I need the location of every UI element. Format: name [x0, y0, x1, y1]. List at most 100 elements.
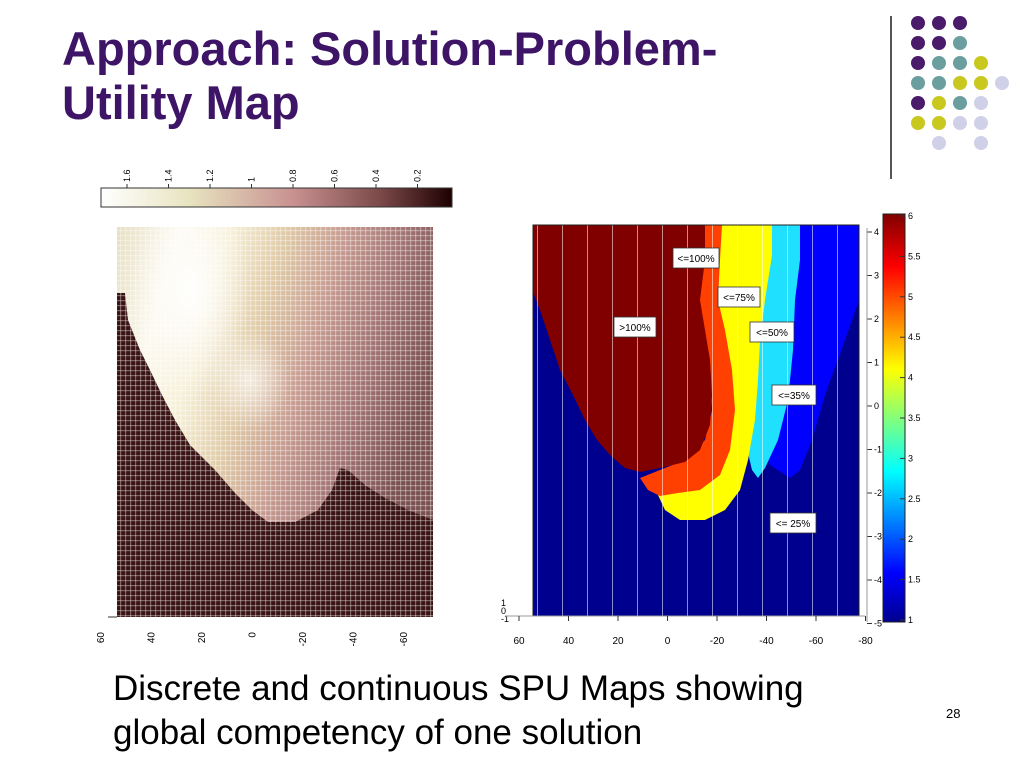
decorative-dot: [911, 76, 925, 90]
grid-lines: [533, 225, 859, 616]
x-tick-label: -40: [759, 636, 774, 647]
y-tick-label: 0: [501, 606, 506, 616]
left-colorbar: [100, 187, 453, 208]
colorbar-tick-label: 3.5: [908, 413, 921, 423]
x-tick-label: 40: [563, 636, 575, 647]
decorative-dot: [911, 16, 925, 30]
left-x-tick-labels: 60 40 20 0 -20 -40 -60: [96, 632, 410, 647]
colorbar-tick-label: 0.8: [288, 169, 298, 182]
decorative-dot: [911, 96, 925, 110]
decorative-dot: [932, 56, 946, 70]
colorbar-tick-label: 0.2: [413, 169, 423, 182]
decorative-dot: [932, 96, 946, 110]
y-tick-label: -5: [874, 619, 882, 629]
decorative-dot: [911, 56, 925, 70]
region-label: <=50%: [756, 328, 788, 339]
y-tick-label: 1: [501, 598, 506, 608]
y-tick-label: -4: [874, 575, 882, 585]
y-tick-label: 3: [874, 271, 879, 281]
colorbar-tick-label: 1.6: [122, 169, 132, 182]
region-label: <=100%: [677, 254, 714, 265]
x-tick-label: -20: [298, 632, 309, 647]
right-colorbar-ticks: 6 5.5 5 4.5 4 3.5 3 2.5 2 1.5 1: [900, 211, 921, 625]
decorative-dot: [932, 116, 946, 130]
page-number: 28: [946, 706, 961, 721]
decorative-dot: [974, 136, 988, 150]
colorbar-tick-label: 0.6: [330, 169, 340, 182]
y-tick-label: 0: [874, 401, 879, 411]
x-tick-label: 60: [96, 632, 107, 644]
colorbar-tick-label: 1: [247, 177, 257, 182]
slide-title: Approach: Solution-Problem- Utility Map: [62, 22, 862, 130]
discrete-spu-map: >100% <=100% <=75% <=50% <=35% <= 25% 6 5.5 5 4.…: [501, 211, 921, 647]
colorbar-tick-label: 1: [908, 615, 913, 625]
region-label: <=75%: [723, 293, 755, 304]
slide-caption: Discrete and continuous SPU Maps showing…: [113, 667, 913, 755]
x-tick-label: 60: [513, 636, 525, 647]
spu-maps-figure: 1.6 1.4 1.2 1 0.8 0.6 0.4 0.2 60 40 20 0 -20 -40 -60 …: [96, 169, 921, 647]
decorative-dot: [953, 96, 967, 110]
y-tick-label: -3: [874, 532, 882, 542]
decorative-dot: [995, 76, 1009, 90]
y-tick-label: 2: [874, 314, 879, 324]
slide-title-line-2: Utility Map: [62, 76, 300, 129]
decorative-dot: [974, 116, 988, 130]
colorbar-tick-label: 4.5: [908, 332, 921, 342]
colorbar-tick-label: 1.5: [908, 575, 921, 585]
region-labels: >100% <=100% <=75% <=50% <=35% <= 25%: [613, 247, 817, 534]
x-tick-label: -80: [858, 636, 873, 647]
decorative-dot: [932, 36, 946, 50]
y-tick-label: -1: [501, 614, 509, 624]
colorbar-tick-label: 0.4: [371, 169, 381, 182]
x-tick-label: -60: [809, 636, 824, 647]
colorbar-tick-label: 5.5: [908, 251, 921, 261]
y-tick-label: 1: [874, 358, 879, 368]
y-tick-label: -2: [874, 488, 882, 498]
decorative-dot: [953, 56, 967, 70]
caption-line-1: Discrete and continuous SPU Maps showing: [113, 669, 804, 708]
decorative-dot: [953, 76, 967, 90]
region-label-box: [613, 316, 657, 338]
colorbar-tick-label: 2.5: [908, 494, 921, 504]
decorative-dot: [974, 76, 988, 90]
colorbar-tick-label: 6: [908, 211, 913, 221]
colorbar-tick-label: 5: [908, 292, 913, 302]
colorbar-tick-label: 1.4: [164, 169, 174, 182]
x-tick-label: 0: [665, 636, 671, 647]
colorbar-tick-label: 1.2: [205, 169, 215, 182]
slide-title-line-1: Approach: Solution-Problem-: [62, 22, 718, 75]
decorative-dot: [953, 16, 967, 30]
region-label: <= 25%: [776, 519, 811, 530]
region-label-box: [672, 247, 720, 269]
decorative-dot: [953, 116, 967, 130]
region-label-box: [717, 286, 761, 308]
right-y-tick-labels: 4 3 2 1 0 -1 -2 -3 -4 -5: [867, 227, 882, 629]
colorbar-tick-label: 4: [908, 373, 913, 383]
decorative-dot: [911, 36, 925, 50]
x-tick-label: -20: [710, 636, 725, 647]
x-tick-label: -40: [349, 632, 360, 647]
decorative-dot: [974, 96, 988, 110]
discrete-left-y-ticks: 10-1: [501, 598, 509, 624]
x-tick-label: 20: [197, 632, 208, 644]
decorative-dot: [911, 116, 925, 130]
continuous-spu-map: 1.6 1.4 1.2 1 0.8 0.6 0.4 0.2 60 40 20 0 -20 -40 -60: [96, 169, 453, 647]
decorative-dot: [932, 76, 946, 90]
decorative-dot: [932, 136, 946, 150]
x-tick-label: 20: [612, 636, 624, 647]
x-tick-label: -60: [399, 632, 410, 647]
colorbar-tick-label: 2: [908, 534, 913, 544]
y-tick-label: -1: [874, 445, 882, 455]
region-label: <=35%: [778, 391, 810, 402]
decorative-dot: [974, 56, 988, 70]
region-label-box: [771, 384, 817, 406]
y-tick-label: 4: [874, 227, 879, 237]
region-label: >100%: [619, 323, 651, 334]
x-tick-label: 40: [147, 632, 158, 644]
region-label-box: [769, 512, 817, 534]
caption-line-2: global competency of one solution: [113, 713, 643, 752]
decorative-dot: [932, 16, 946, 30]
region-label-box: [749, 321, 795, 343]
title-divider: [890, 16, 892, 179]
x-tick-label: 0: [248, 632, 259, 638]
